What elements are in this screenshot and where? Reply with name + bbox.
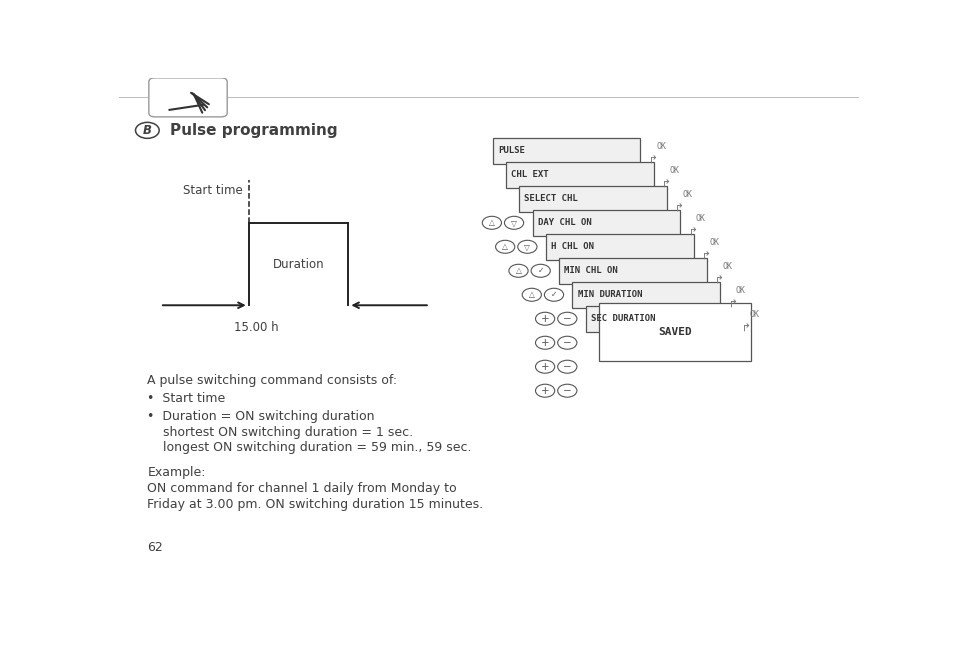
Text: Start time: Start time: [183, 184, 242, 197]
Text: PULSE: PULSE: [497, 146, 524, 155]
Bar: [572, 282, 720, 308]
Bar: [518, 186, 666, 212]
Text: ✓: ✓: [537, 266, 543, 275]
Text: SEC DURATION: SEC DURATION: [590, 314, 655, 323]
Text: CHL EXT: CHL EXT: [511, 170, 548, 179]
Text: +: +: [540, 337, 549, 348]
Text: MIN CHL ON: MIN CHL ON: [564, 266, 618, 275]
Text: ON command for channel 1 daily from Monday to: ON command for channel 1 daily from Mond…: [147, 482, 456, 495]
Text: SAVED: SAVED: [658, 327, 691, 337]
Text: ↲: ↲: [698, 247, 707, 257]
Circle shape: [535, 384, 554, 397]
Text: ↲: ↲: [724, 295, 734, 305]
Bar: [532, 210, 679, 236]
Text: △: △: [528, 290, 535, 299]
Circle shape: [535, 312, 554, 325]
Circle shape: [558, 360, 577, 373]
Bar: [492, 138, 639, 164]
Text: longest ON switching duration = 59 min., 59 sec.: longest ON switching duration = 59 min.,…: [147, 441, 472, 454]
Text: 62: 62: [147, 541, 163, 554]
Circle shape: [517, 240, 537, 253]
Text: ↲: ↲: [711, 271, 720, 281]
Circle shape: [531, 264, 550, 277]
Text: Example:: Example:: [147, 466, 206, 479]
Text: OK: OK: [656, 142, 665, 151]
Text: +: +: [540, 361, 549, 372]
Circle shape: [558, 336, 577, 349]
Bar: [585, 306, 733, 332]
Text: ↲: ↲: [738, 319, 747, 329]
Text: −: −: [562, 313, 571, 324]
Circle shape: [544, 288, 563, 301]
Text: △: △: [501, 242, 508, 251]
Text: +: +: [540, 313, 549, 324]
Text: OK: OK: [669, 166, 679, 175]
Circle shape: [508, 264, 528, 277]
Text: SELECT CHL: SELECT CHL: [524, 194, 578, 203]
Bar: [545, 234, 693, 260]
Text: ▽: ▽: [511, 218, 517, 227]
Circle shape: [495, 240, 515, 253]
Text: Pulse programming: Pulse programming: [170, 123, 336, 138]
Text: △: △: [515, 266, 521, 275]
Text: •  Duration = ON switching duration: • Duration = ON switching duration: [147, 410, 375, 422]
Text: shortest ON switching duration = 1 sec.: shortest ON switching duration = 1 sec.: [147, 426, 413, 439]
Circle shape: [482, 216, 501, 229]
Text: •  Start time: • Start time: [147, 392, 225, 405]
Circle shape: [504, 216, 523, 229]
Circle shape: [535, 336, 554, 349]
Circle shape: [535, 360, 554, 373]
Text: OK: OK: [721, 262, 732, 271]
Text: Friday at 3.00 pm. ON switching duration 15 minutes.: Friday at 3.00 pm. ON switching duration…: [147, 498, 483, 511]
Text: 15.00 h: 15.00 h: [233, 321, 278, 334]
Bar: [558, 258, 706, 284]
Text: ↲: ↲: [684, 223, 694, 233]
FancyBboxPatch shape: [149, 78, 227, 117]
Text: −: −: [562, 386, 571, 396]
Text: H CHL ON: H CHL ON: [551, 242, 594, 251]
Bar: [598, 303, 750, 361]
Circle shape: [558, 312, 577, 325]
Text: OK: OK: [695, 214, 705, 223]
Text: Duration: Duration: [273, 258, 324, 271]
Text: B: B: [143, 124, 152, 137]
Text: DAY CHL ON: DAY CHL ON: [537, 218, 591, 227]
Text: +: +: [540, 386, 549, 396]
Text: OK: OK: [708, 238, 719, 247]
Text: MIN DURATION: MIN DURATION: [577, 290, 641, 299]
Text: −: −: [562, 361, 571, 372]
Text: ▽: ▽: [524, 242, 530, 251]
Text: OK: OK: [748, 310, 759, 319]
Text: OK: OK: [682, 190, 692, 199]
Circle shape: [558, 384, 577, 397]
Text: −: −: [562, 337, 571, 348]
Text: A pulse switching command consists of:: A pulse switching command consists of:: [147, 374, 397, 387]
Text: △: △: [489, 218, 495, 227]
Bar: [505, 162, 653, 188]
Text: ↲: ↲: [645, 151, 654, 161]
Text: ↲: ↲: [658, 175, 667, 185]
Text: ↲: ↲: [671, 199, 680, 209]
Text: ✓: ✓: [550, 290, 557, 299]
Circle shape: [521, 288, 541, 301]
Circle shape: [135, 123, 159, 138]
Text: OK: OK: [735, 286, 745, 295]
